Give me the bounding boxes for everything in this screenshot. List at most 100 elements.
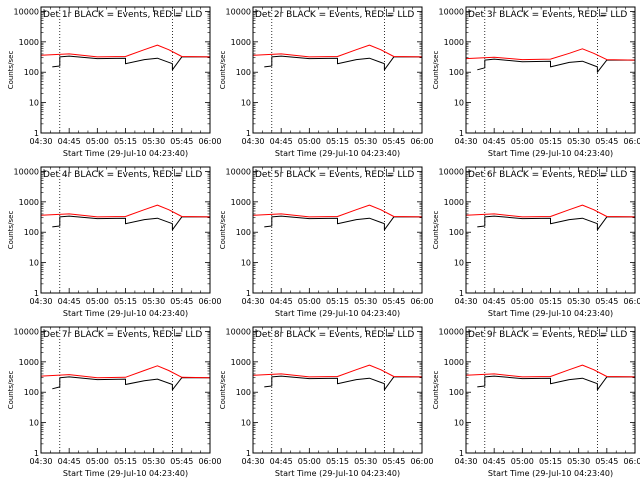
lld-series-line (40, 204, 211, 218)
x-tick-label: 05:15 (326, 137, 349, 146)
y-tick-label: 100 (236, 68, 251, 77)
y-tick-label: 10000 (14, 7, 39, 16)
x-tick-label: 05:30 (567, 297, 590, 306)
y-tick-label: 100 (236, 228, 251, 237)
lld-series-line (465, 48, 636, 61)
x-tick-label: 05:00 (511, 457, 534, 466)
x-tick-label: 05:30 (142, 297, 165, 306)
chart-panel: Det 3r BLACK = Events, RED = LLD Counts/s… (432, 6, 640, 158)
y-tick-label: 10000 (226, 327, 251, 336)
y-axis-label: Counts/sec (432, 51, 440, 90)
events-series-line (52, 215, 210, 231)
chart-panel: Det 5r BLACK = Events, RED = LLD Counts/s… (219, 166, 434, 318)
plot-frame (465, 326, 636, 454)
x-tick-label: 04:30 (29, 297, 52, 306)
x-tick-label: 05:00 (86, 297, 109, 306)
x-tick-label: 04:30 (454, 297, 477, 306)
y-tick-label: 100 (449, 388, 464, 397)
x-tick-label: 05:30 (142, 137, 165, 146)
chart-title: Det 2r BLACK = Events, RED = LLD (255, 10, 414, 20)
chart-panel: Det 8r BLACK = Events, RED = LLD Counts/s… (219, 326, 434, 478)
y-tick-label: 1000 (444, 198, 464, 207)
interval-mark (386, 9, 393, 17)
y-axis-label: Counts/sec (7, 371, 15, 410)
y-tick-label: 1 (246, 289, 251, 298)
y-tick-label: 100 (236, 388, 251, 397)
y-axis-label: Counts/sec (432, 211, 440, 250)
x-tick-label: 05:45 (595, 137, 618, 146)
y-tick-label: 1 (459, 449, 464, 458)
y-tick-label: 100 (449, 228, 464, 237)
y-tick-label: 10 (29, 259, 39, 268)
lld-series-line (252, 364, 423, 378)
y-tick-label: 1 (34, 129, 39, 138)
x-tick-label: 05:15 (539, 137, 562, 146)
x-axis-label: Start Time (29-Jul-10 04:23:40) (275, 309, 400, 318)
x-tick-label: 05:00 (86, 457, 109, 466)
chart-title: Det 5r BLACK = Events, RED = LLD (255, 170, 414, 180)
y-tick-label: 10000 (14, 327, 39, 336)
x-tick-label: 05:00 (298, 137, 321, 146)
y-tick-label: 10 (29, 419, 39, 428)
y-tick-label: 10 (241, 259, 251, 268)
x-tick-label: 05:00 (298, 297, 321, 306)
x-tick-label: 04:45 (483, 457, 506, 466)
chart-panel: Det 2r BLACK = Events, RED = LLD Counts/s… (219, 6, 434, 158)
x-tick-label: 05:45 (382, 457, 405, 466)
y-tick-label: 1000 (231, 198, 251, 207)
y-tick-label: 1000 (19, 198, 39, 207)
x-tick-label: 05:30 (567, 137, 590, 146)
events-series-line (264, 215, 422, 231)
x-tick-label: 04:30 (29, 137, 52, 146)
x-tick-label: 05:15 (114, 297, 137, 306)
lld-series-line (465, 364, 636, 378)
chart-panel: Det 4r BLACK = Events, RED = LLD Counts/s… (7, 166, 222, 318)
y-axis-label: Counts/sec (219, 51, 227, 90)
x-tick-label: 04:30 (454, 137, 477, 146)
plot-frame (40, 166, 211, 294)
y-tick-label: 10 (29, 99, 39, 108)
chart-title: Det 7r BLACK = Events, RED = LLD (43, 330, 202, 340)
x-axis-label: Start Time (29-Jul-10 04:23:40) (275, 149, 400, 158)
lld-series-line (252, 44, 423, 58)
x-tick-label: 05:45 (170, 297, 193, 306)
x-tick-label: 04:30 (241, 297, 264, 306)
y-tick-label: 10000 (439, 327, 464, 336)
events-series-line (52, 55, 210, 71)
interval-mark (599, 329, 606, 337)
chart-panel: Det 1r BLACK = Events, RED = LLD Counts/s… (7, 6, 222, 158)
x-tick-label: 05:15 (539, 457, 562, 466)
x-tick-label: 05:45 (595, 297, 618, 306)
y-tick-label: 10000 (226, 7, 251, 16)
x-tick-label: 05:45 (382, 297, 405, 306)
y-tick-label: 1 (246, 129, 251, 138)
y-tick-label: 10 (241, 419, 251, 428)
y-tick-label: 1000 (231, 358, 251, 367)
lld-series-line (40, 44, 211, 58)
y-tick-label: 10 (241, 99, 251, 108)
x-tick-label: 06:00 (623, 457, 640, 466)
y-tick-label: 100 (24, 388, 39, 397)
x-tick-label: 04:45 (270, 137, 293, 146)
x-tick-label: 05:00 (298, 457, 321, 466)
y-tick-label: 1 (459, 289, 464, 298)
x-tick-label: 05:15 (114, 457, 137, 466)
x-tick-label: 04:45 (58, 457, 81, 466)
x-tick-label: 05:45 (595, 457, 618, 466)
chart-title: Det 8r BLACK = Events, RED = LLD (255, 330, 414, 340)
x-tick-label: 05:15 (114, 137, 137, 146)
y-axis-label: Counts/sec (7, 211, 15, 250)
plot-frame (252, 6, 423, 134)
x-tick-label: 05:15 (539, 297, 562, 306)
x-tick-label: 05:45 (170, 137, 193, 146)
x-tick-label: 06:00 (410, 137, 433, 146)
y-tick-label: 1000 (231, 38, 251, 47)
y-tick-label: 1 (34, 449, 39, 458)
x-tick-label: 04:45 (58, 297, 81, 306)
y-tick-label: 1000 (444, 38, 464, 47)
y-tick-label: 10 (454, 99, 464, 108)
chart-title: Det 9r BLACK = Events, RED = LLD (468, 330, 627, 340)
x-tick-label: 05:30 (354, 457, 377, 466)
events-series-line (477, 58, 635, 73)
